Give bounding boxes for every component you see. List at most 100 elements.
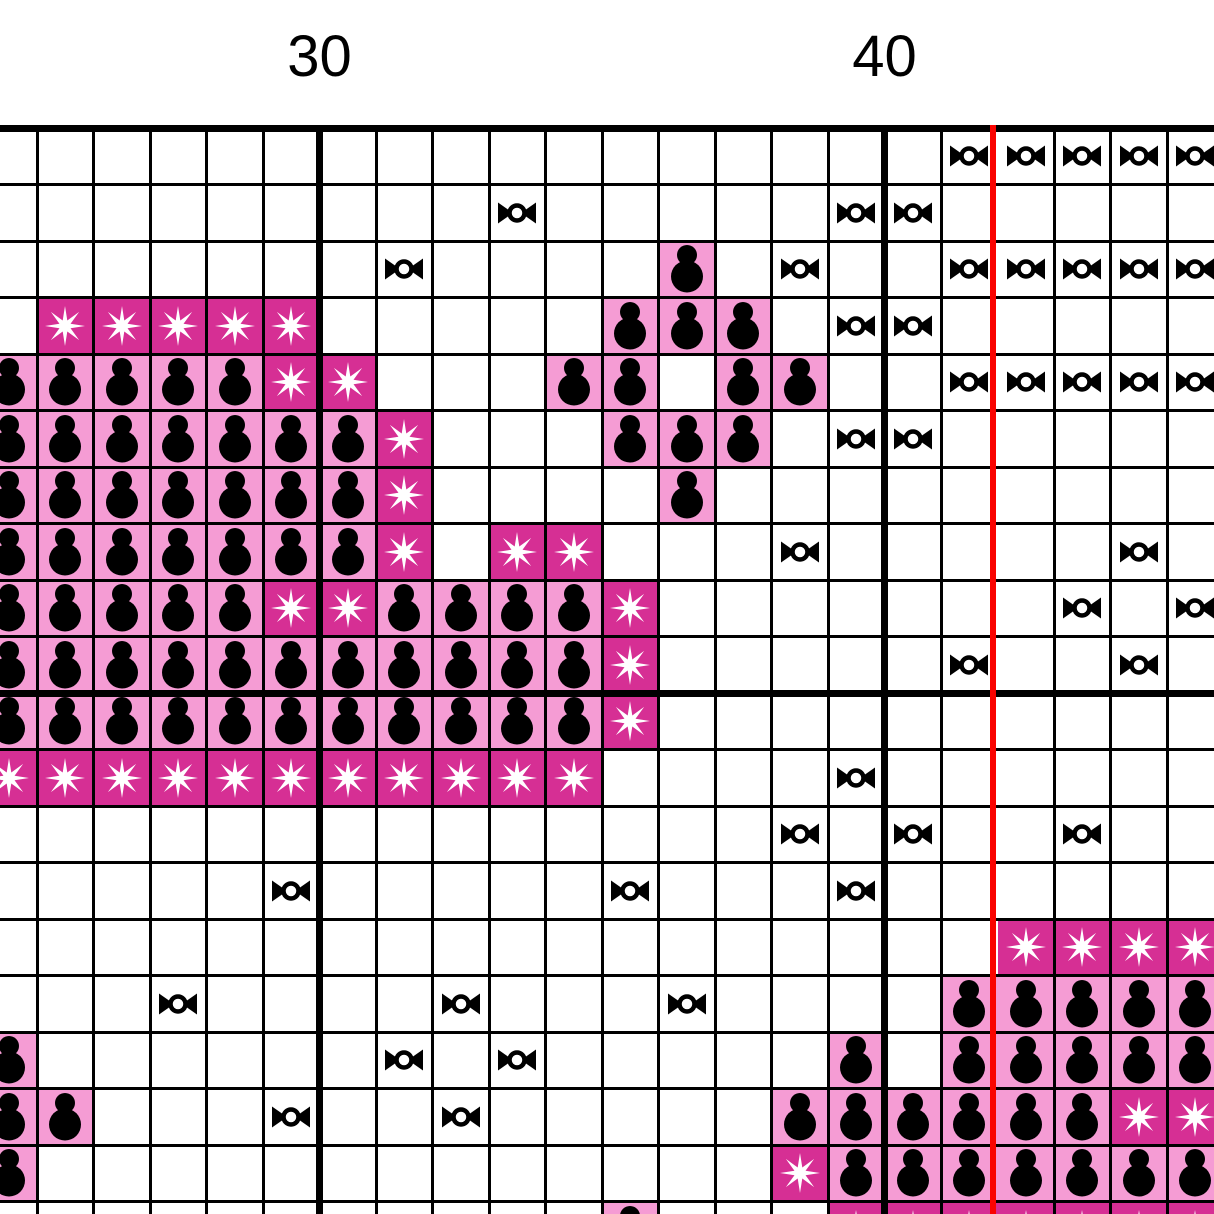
grid-cell	[771, 241, 828, 298]
grid-cell	[263, 410, 320, 467]
grid-cell	[658, 410, 715, 467]
grid-cell	[263, 523, 320, 580]
star-icon	[610, 644, 651, 685]
star-icon	[1081, 1209, 1083, 1214]
bulb-icon	[0, 414, 25, 463]
grid-cell	[828, 1145, 885, 1202]
grid-cell	[658, 297, 715, 354]
bulb-icon	[727, 414, 760, 463]
grid-cell	[884, 1145, 941, 1202]
candy-icon	[837, 880, 876, 902]
grid-cell	[602, 1201, 659, 1214]
bulb-icon	[388, 697, 421, 745]
grid-line	[261, 124, 265, 1214]
candy-icon	[1119, 541, 1158, 563]
star-icon	[553, 757, 594, 798]
star-icon	[1175, 1096, 1214, 1137]
grid-cell	[997, 919, 1054, 976]
grid-cell	[1110, 1145, 1167, 1202]
candy-icon	[1006, 145, 1045, 167]
candy-icon	[1119, 371, 1158, 393]
star-icon	[214, 305, 255, 346]
bulb-icon	[275, 697, 308, 745]
grid-cell	[206, 297, 263, 354]
bulb-icon	[620, 1205, 641, 1214]
grid-cell	[1054, 975, 1111, 1032]
grid-cell	[263, 354, 320, 411]
bulb-icon	[105, 414, 138, 463]
grid-line	[0, 352, 1214, 356]
grid-cell	[150, 636, 207, 693]
grid-cell	[941, 1145, 998, 1202]
candy-icon	[385, 258, 424, 280]
grid-cell	[37, 297, 94, 354]
grid-cell	[997, 1088, 1054, 1145]
grid-cell	[1054, 128, 1111, 185]
grid-cell	[1167, 241, 1214, 298]
grid-cell	[884, 1088, 941, 1145]
grid-cell	[206, 580, 263, 637]
center-line	[990, 124, 996, 1214]
grid-cell	[1054, 1032, 1111, 1089]
bulb-icon	[1122, 1149, 1155, 1197]
bulb-icon	[218, 414, 251, 463]
star-icon	[912, 1209, 914, 1214]
grid-cell	[0, 580, 37, 637]
grid-cell	[319, 749, 376, 806]
candy-icon	[893, 823, 932, 845]
grid-cell	[715, 297, 772, 354]
candy-icon	[1176, 145, 1214, 167]
star-icon	[1175, 927, 1214, 968]
star-icon	[1118, 1096, 1159, 1137]
grid-cell	[828, 410, 885, 467]
star-icon	[384, 757, 425, 798]
grid-cell	[37, 580, 94, 637]
grid-cell	[1110, 128, 1167, 185]
candy-icon	[950, 654, 989, 676]
grid-cell	[376, 523, 433, 580]
bulb-icon	[1179, 1149, 1212, 1197]
star-icon	[610, 588, 651, 629]
bulb-icon	[0, 697, 25, 745]
grid-line	[0, 578, 1214, 582]
grid-cell	[997, 1201, 1054, 1214]
bulb-icon	[727, 358, 760, 406]
grid-cell	[1054, 806, 1111, 863]
grid-cell	[602, 297, 659, 354]
candy-icon	[780, 258, 819, 280]
bulb-icon	[1066, 1092, 1099, 1141]
grid-cell	[1110, 975, 1167, 1032]
bulb-icon	[557, 640, 590, 689]
grid-line	[205, 124, 208, 1214]
grid-line	[939, 124, 943, 1214]
bulb-icon	[218, 358, 251, 406]
bulb-icon	[953, 1036, 986, 1084]
bulb-icon	[670, 301, 703, 350]
grid-cell	[93, 749, 150, 806]
grid-cell	[828, 1201, 885, 1214]
bulb-icon	[49, 697, 82, 745]
star-icon	[497, 757, 538, 798]
grid-cell	[545, 354, 602, 411]
bulb-icon	[105, 584, 138, 632]
bulb-icon	[783, 358, 816, 406]
grid-cell	[376, 410, 433, 467]
bulb-icon	[557, 697, 590, 745]
grid-cell	[489, 184, 546, 241]
bulb-icon	[162, 584, 195, 632]
bulb-icon	[953, 1092, 986, 1141]
grid-cell	[941, 1032, 998, 1089]
bulb-icon	[1179, 979, 1212, 1028]
bulb-icon	[1122, 1036, 1155, 1084]
grid-cell	[432, 749, 489, 806]
bulb-icon	[331, 471, 364, 519]
candy-icon	[780, 541, 819, 563]
bulb-icon	[444, 697, 477, 745]
grid-cell	[150, 354, 207, 411]
grid-cell	[37, 354, 94, 411]
grid-cell	[941, 636, 998, 693]
grid-cell	[828, 1088, 885, 1145]
grid-cell	[1167, 1032, 1214, 1089]
bulb-icon	[501, 584, 534, 632]
